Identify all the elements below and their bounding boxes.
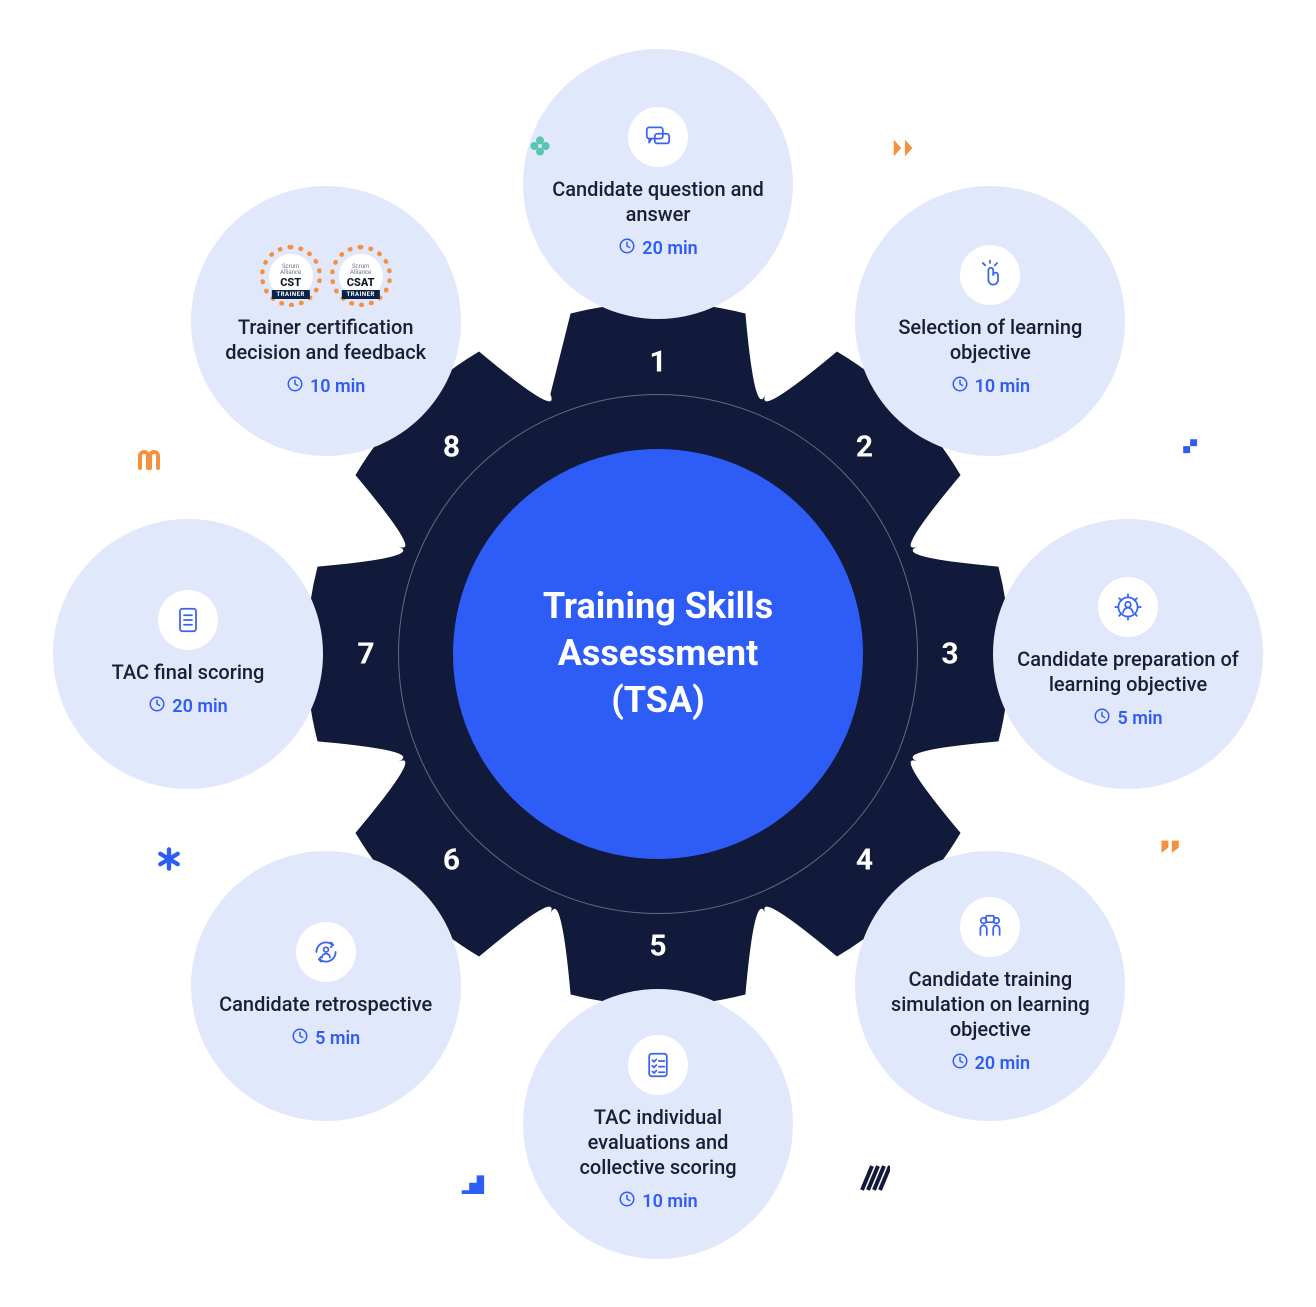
step-duration-7: 20 min [148, 695, 227, 718]
step-duration-5: 10 min [618, 1190, 697, 1213]
clock-icon [286, 375, 304, 398]
step-number-5: 5 [649, 928, 666, 963]
step-duration-4: 20 min [951, 1052, 1030, 1075]
center-title-line1: Training Skills [543, 585, 773, 627]
badge-csat: ScrumAlliance CSAT TRAINER [330, 245, 392, 307]
deco-hatch [860, 1162, 890, 1196]
step-node-1: Candidate question and answer 20 min [523, 49, 793, 319]
step-number-2: 2 [856, 430, 873, 465]
step-node-4: Candidate training simulation on learnin… [855, 851, 1125, 1121]
step-node-5: TAC individual evaluations and collectiv… [523, 989, 793, 1259]
step-node-3: Candidate preparation of learning object… [993, 519, 1263, 789]
step-label-2: Selection of learning objective [877, 315, 1103, 365]
step-duration-3: 5 min [1093, 707, 1162, 730]
step-duration-1: 20 min [618, 237, 697, 260]
cycle-person-icon [296, 922, 356, 982]
badge-cst: ScrumAlliance CST TRAINER [260, 245, 322, 307]
center-title-line3: (TSA) [611, 679, 705, 721]
deco-stairs [458, 1166, 486, 1198]
deco-asterisk [156, 846, 182, 876]
step-duration-2: 10 min [951, 375, 1030, 398]
step-number-4: 4 [856, 842, 873, 877]
step-number-6: 6 [443, 842, 460, 877]
clock-icon [1093, 707, 1111, 730]
deco-double-chevron-right [890, 134, 918, 166]
chat-icon [628, 107, 688, 167]
step-minutes-8: 10 min [310, 376, 365, 397]
step-minutes-6: 5 min [315, 1028, 360, 1049]
step-minutes-3: 5 min [1117, 708, 1162, 729]
certification-badges: ScrumAlliance CST TRAINER ScrumAlliance … [260, 245, 392, 307]
step-label-7: TAC final scoring [112, 660, 265, 685]
diagram-stage: Training Skills Assessment (TSA) 1 2 3 4 5 6 7… [58, 54, 1258, 1254]
step-minutes-4: 20 min [975, 1053, 1030, 1074]
deco-step [1178, 434, 1204, 464]
clock-icon [148, 695, 166, 718]
clock-icon [291, 1027, 309, 1050]
step-node-7: TAC final scoring 20 min [53, 519, 323, 789]
center-circle: Training Skills Assessment (TSA) [453, 449, 863, 859]
step-number-1: 1 [649, 344, 666, 379]
step-node-8: ScrumAlliance CST TRAINER ScrumAlliance … [191, 186, 461, 456]
checklist-icon [628, 1035, 688, 1095]
step-minutes-7: 20 min [172, 696, 227, 717]
step-label-1: Candidate question and answer [545, 177, 771, 227]
step-node-6: Candidate retrospective 5 min [191, 851, 461, 1121]
clock-icon [618, 237, 636, 260]
clock-icon [951, 1052, 969, 1075]
step-minutes-5: 10 min [642, 1191, 697, 1212]
deco-wavy [136, 446, 166, 480]
gear-person-icon [1098, 577, 1158, 637]
step-number-7: 7 [357, 636, 374, 671]
step-number-3: 3 [941, 636, 958, 671]
center-title: Training Skills Assessment (TSA) [543, 583, 773, 723]
clock-icon [951, 375, 969, 398]
step-number-8: 8 [443, 430, 460, 465]
step-node-2: Selection of learning objective 10 min [855, 186, 1125, 456]
tap-icon [960, 245, 1020, 305]
deco-double-quote [1158, 832, 1184, 862]
step-minutes-1: 20 min [642, 238, 697, 259]
step-label-8: Trainer certification decision and feedb… [213, 315, 439, 365]
step-label-6: Candidate retrospective [219, 992, 432, 1017]
step-duration-6: 5 min [291, 1027, 360, 1050]
step-duration-8: 10 min [286, 375, 365, 398]
step-label-5: TAC individual evaluations and collectiv… [545, 1105, 771, 1180]
teach-icon [960, 897, 1020, 957]
step-label-3: Candidate preparation of learning object… [1015, 647, 1241, 697]
doc-lines-icon [158, 590, 218, 650]
center-title-line2: Assessment [558, 632, 759, 674]
step-label-4: Candidate training simulation on learnin… [877, 967, 1103, 1042]
deco-quatrefoil [528, 134, 552, 162]
clock-icon [618, 1190, 636, 1213]
step-minutes-2: 10 min [975, 376, 1030, 397]
